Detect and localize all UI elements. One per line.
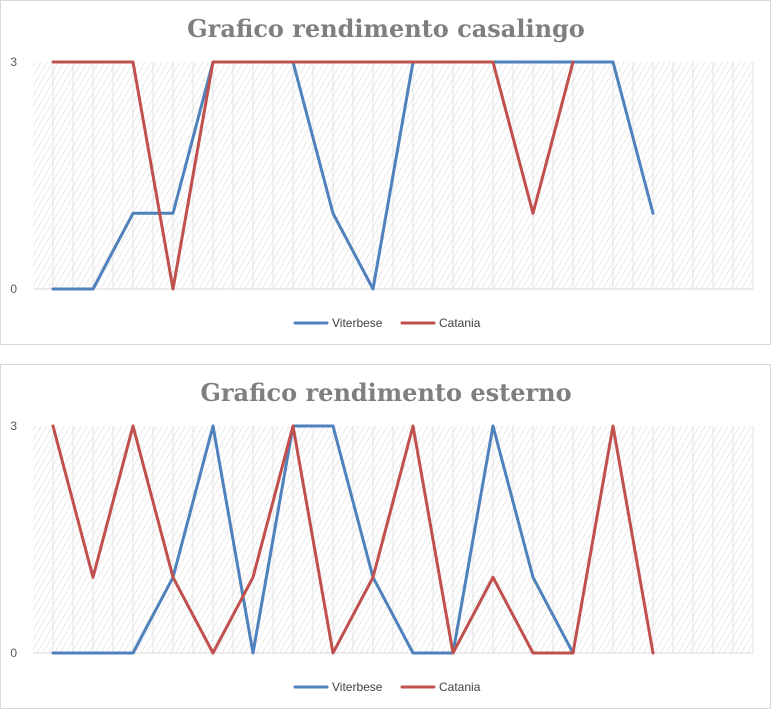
grid-band (433, 62, 453, 289)
grid-band (113, 62, 133, 289)
series-line-catania (51, 424, 655, 655)
grid-band (313, 426, 333, 653)
grid-band (213, 62, 233, 289)
grid-band (373, 62, 393, 289)
grid-band (453, 426, 473, 653)
grid-band (553, 426, 573, 653)
grid-band (413, 62, 433, 289)
grid-band (353, 62, 373, 289)
chart-panel-away: Grafico rendimento esterno 0 3 Viterbese C… (0, 364, 771, 709)
grid-band (33, 426, 53, 653)
y-tick-label: 3 (10, 419, 17, 433)
grid-band (133, 62, 153, 289)
grid-band (433, 426, 453, 653)
grid-band (273, 62, 293, 289)
grid-band (673, 62, 693, 289)
grid-band (333, 62, 353, 289)
grid-band (453, 62, 473, 289)
grid-band (733, 62, 753, 289)
legend-label-viterbese: Viterbese (332, 316, 383, 330)
grid-band (733, 426, 753, 653)
grid-band (413, 426, 433, 653)
grid-band (233, 426, 253, 653)
chart-title: Grafico rendimento casalingo (187, 14, 585, 43)
grid-band (653, 426, 673, 653)
grid-band (573, 426, 593, 653)
y-tick-label: 3 (10, 55, 17, 69)
chart-home-svg: Grafico rendimento casalingo 0 3 Viterbes… (10, 14, 754, 330)
grid-band (593, 62, 613, 289)
grid-band (393, 62, 413, 289)
grid-band (613, 426, 633, 653)
grid-band (33, 62, 53, 289)
grid-band (633, 426, 653, 653)
grid-band (213, 426, 233, 653)
grid-band (473, 62, 493, 289)
grid-band (153, 62, 173, 289)
series-line-viterbese (51, 60, 655, 291)
y-tick-label: 0 (10, 282, 17, 296)
grid-band (713, 426, 733, 653)
grid-band (573, 62, 593, 289)
grid-band (673, 426, 693, 653)
legend-label-catania: Catania (439, 316, 481, 330)
grid-band (293, 426, 313, 653)
chart-panel-home: Grafico rendimento casalingo 0 3 Viterbes… (0, 0, 771, 345)
grid-band (473, 426, 493, 653)
grid-band (693, 62, 713, 289)
grid-band (53, 62, 73, 289)
chart-away-svg: Grafico rendimento esterno 0 3 Viterbese C… (10, 378, 754, 694)
legend-label-catania: Catania (439, 680, 481, 694)
legend-label-viterbese: Viterbese (332, 680, 383, 694)
series-line-viterbese (51, 424, 575, 655)
chart-title: Grafico rendimento esterno (200, 378, 571, 407)
grid-band (233, 62, 253, 289)
grid-band (533, 426, 553, 653)
grid-band (653, 62, 673, 289)
grid-band (713, 62, 733, 289)
grid-band (93, 62, 113, 289)
series-line-catania (51, 60, 575, 291)
y-tick-label: 0 (10, 646, 17, 660)
grid-band (593, 426, 613, 653)
grid-band (693, 426, 713, 653)
grid-band (253, 62, 273, 289)
grid-band (73, 62, 93, 289)
